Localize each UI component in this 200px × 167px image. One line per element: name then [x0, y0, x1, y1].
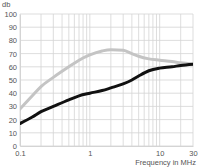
tick: 50 [9, 76, 20, 85]
plot: 0.1110300102030405060708090100 [4, 10, 197, 158]
grid-line-y [20, 40, 193, 41]
grid-line-y [20, 53, 193, 54]
grid-line-y [20, 27, 193, 28]
grid-line-y [20, 146, 193, 147]
tick: 30 [189, 146, 197, 158]
series-line [20, 50, 193, 109]
grid-line-y [20, 80, 193, 81]
series-group [20, 50, 193, 124]
tick-label: 70 [9, 50, 17, 59]
tick-label: 60 [9, 63, 17, 72]
tick: 30 [9, 102, 20, 111]
tick-label: 80 [9, 36, 17, 45]
tick: 10 [156, 146, 164, 158]
tick: 20 [9, 116, 20, 125]
tick-label: 50 [9, 76, 17, 85]
grid-line-y [20, 119, 193, 120]
tick: 0 [13, 142, 20, 151]
tick: 100 [4, 10, 20, 19]
grid [20, 14, 193, 146]
tick-label: 0 [13, 142, 17, 151]
tick-label: 20 [9, 116, 17, 125]
tick-label: 10 [9, 129, 17, 138]
chart: 0.1110300102030405060708090100dbFrequenc… [0, 0, 200, 167]
x-axis-line [21, 146, 194, 147]
tick-label: 90 [9, 23, 17, 32]
tick: 60 [9, 63, 20, 72]
y-axis-line [20, 15, 21, 147]
tick-label: 40 [9, 89, 17, 98]
tick-label: 30 [189, 149, 197, 158]
grid-line-x [20, 14, 21, 146]
tick-label: 1 [88, 149, 92, 158]
tick-label: 100 [4, 10, 17, 19]
tick: 70 [9, 50, 20, 59]
y-axis: 0 10 20 30 40 50 60 70 80 90 100 [4, 10, 20, 151]
x-axis-title: Frequency in MHz [135, 158, 196, 167]
tick-label: 30 [9, 102, 17, 111]
tick: 10 [9, 129, 20, 138]
tick: 90 [9, 23, 20, 32]
tick-label: 10 [156, 149, 164, 158]
series-line [20, 64, 193, 123]
grid-line-y [20, 14, 193, 15]
tick: 40 [9, 89, 20, 98]
grid-line-y [20, 132, 193, 133]
x-axis: 0.111030 [15, 146, 197, 158]
grid-line-y [20, 93, 193, 94]
tick: 1 [88, 146, 92, 158]
grid-line-y [20, 106, 193, 107]
y-axis-title: db [2, 0, 10, 9]
tick: 80 [9, 36, 20, 45]
